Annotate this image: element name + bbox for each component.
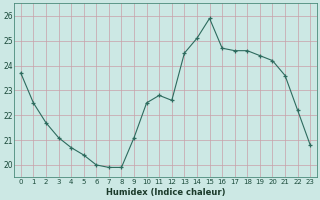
X-axis label: Humidex (Indice chaleur): Humidex (Indice chaleur) <box>106 188 225 197</box>
